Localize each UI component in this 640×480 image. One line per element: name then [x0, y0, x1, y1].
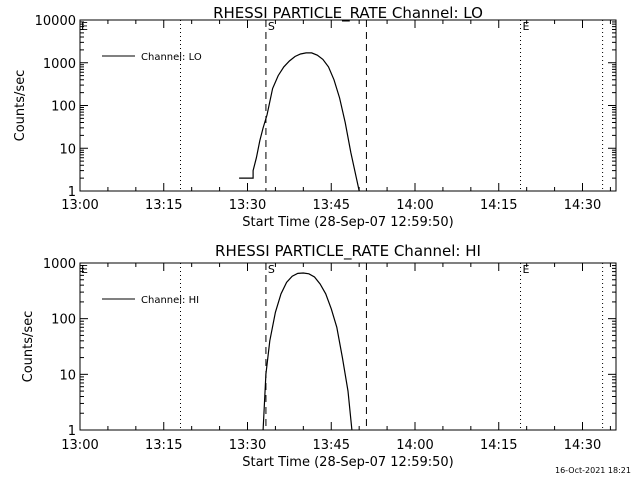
panel1-x-tick-label: 13:30 [229, 198, 266, 213]
panel2-y-axis-label: Counts/sec [21, 311, 36, 383]
panel1-end-marker: E [523, 20, 530, 33]
panel1-x-tick-label: 13:45 [313, 198, 350, 213]
panel1-start-marker: S [268, 20, 275, 33]
panel2-x-tick-label: 13:45 [313, 438, 350, 453]
panel2-plot-frame [79, 262, 617, 431]
panel2-y-tick-label: 1000 [43, 257, 76, 272]
panel1-x-tick-label: 14:15 [480, 198, 517, 213]
panel2-left-marker: E [81, 263, 88, 276]
panel2-y-tick-label: 1 [68, 424, 76, 439]
panel1-left-marker: E [81, 20, 88, 33]
panel2-legend-label: Channel: HI [141, 295, 199, 306]
panel2-y-tick-label: 100 [51, 313, 76, 328]
panel2-x-tick-label: 13:30 [229, 438, 266, 453]
panel1-series-line [239, 52, 360, 192]
panel1-legend-label: Channel: LO [141, 52, 202, 63]
panel2-x-axis-label: Start Time (28-Sep-07 12:59:50) [242, 455, 453, 470]
panel1-y-tick-label: 100 [51, 100, 76, 115]
panel2-end-marker: E [523, 263, 530, 276]
panel2-x-tick-label: 13:00 [61, 438, 98, 453]
panel2-x-tick-label: 14:30 [564, 438, 601, 453]
panel1-x-tick-label: 14:30 [564, 198, 601, 213]
panel2-series-line [262, 272, 353, 431]
panel1-y-tick-label: 1000 [43, 57, 76, 72]
panel2-y-tick-label: 10 [59, 368, 76, 383]
panel1-x-axis-label: Start Time (28-Sep-07 12:59:50) [242, 215, 453, 230]
panel1-title: RHESSI PARTICLE_RATE Channel: LO [213, 4, 483, 23]
panel1-y-tick-label: 10 [59, 142, 76, 157]
panel1-y-tick-label: 1 [68, 185, 76, 200]
panel1-x-tick-label: 13:00 [61, 198, 98, 213]
panel1-y-axis-label: Counts/sec [13, 70, 28, 142]
panel1-plot-frame [79, 19, 617, 192]
panel2-title: RHESSI PARTICLE_RATE Channel: HI [215, 242, 481, 261]
panel2-x-tick-label: 14:00 [396, 438, 433, 453]
footer-timestamp: 16-Oct-2021 18:21 [555, 466, 631, 475]
panel1-y-tick-label: 10000 [35, 14, 76, 29]
panel2-x-tick-label: 14:15 [480, 438, 517, 453]
panel2-start-marker: S [268, 263, 275, 276]
panel2-x-tick-label: 13:15 [145, 438, 182, 453]
panel1-x-tick-label: 13:15 [145, 198, 182, 213]
panel1-x-tick-label: 14:00 [396, 198, 433, 213]
